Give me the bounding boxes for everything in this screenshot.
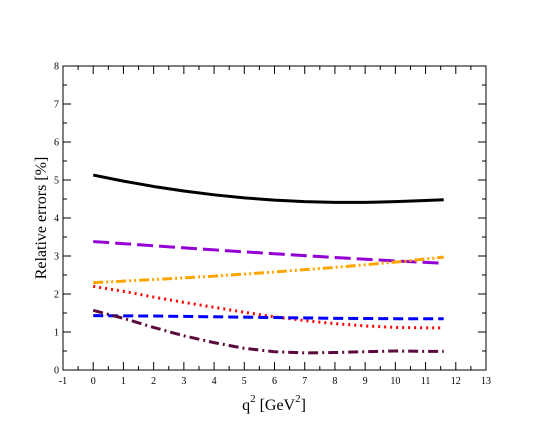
y-axis-label: Relative errors [%]: [33, 157, 50, 280]
series-line-5: [93, 314, 444, 321]
x-tick-label: 13: [481, 376, 491, 387]
series-group: [92, 173, 444, 355]
x-tick-label: 6: [272, 376, 277, 387]
x-tick-label: 0: [91, 376, 96, 387]
y-tick-label: 5: [54, 176, 59, 187]
x-tick-label: 4: [212, 376, 217, 387]
y-tick-label: 6: [54, 138, 59, 149]
x-axis-label-base: q: [242, 397, 250, 414]
x-tick-label: 2: [151, 376, 156, 387]
x-tick-label: 5: [242, 376, 247, 387]
x-tick-label: 7: [302, 376, 307, 387]
x-axis-label-unit-close: ]: [301, 397, 306, 414]
y-tick-label: 4: [54, 214, 59, 225]
x-axis-label-exponent: 2: [250, 393, 256, 405]
x-tick-label: 1: [121, 376, 126, 387]
y-tick-label: 3: [54, 252, 59, 263]
series-line-6: [92, 308, 444, 355]
y-tick-label: 7: [54, 100, 59, 111]
x-axis-label: q2 [GeV2]: [242, 393, 306, 414]
x-tick-label: -1: [59, 376, 67, 387]
y-tick-label: 0: [54, 366, 59, 377]
x-axis-label-unit-open: [GeV: [256, 397, 296, 414]
x-tick-label: 9: [363, 376, 368, 387]
y-tick-label: 1: [54, 328, 59, 339]
y-tick-label: 8: [54, 62, 59, 73]
plot-frame: [62, 65, 487, 371]
series-line-4: [92, 284, 444, 330]
series-line-2: [93, 240, 444, 265]
x-tick-label: 11: [421, 376, 431, 387]
x-tick-label: 8: [332, 376, 337, 387]
x-tick-label: 3: [181, 376, 186, 387]
x-tick-label: 12: [451, 376, 461, 387]
series-line-3: [93, 255, 444, 285]
x-axis-label-unit-exponent: 2: [295, 393, 301, 405]
y-tick-label: 2: [54, 290, 59, 301]
x-tick-label: 10: [390, 376, 400, 387]
series-line-1: [92, 173, 444, 204]
